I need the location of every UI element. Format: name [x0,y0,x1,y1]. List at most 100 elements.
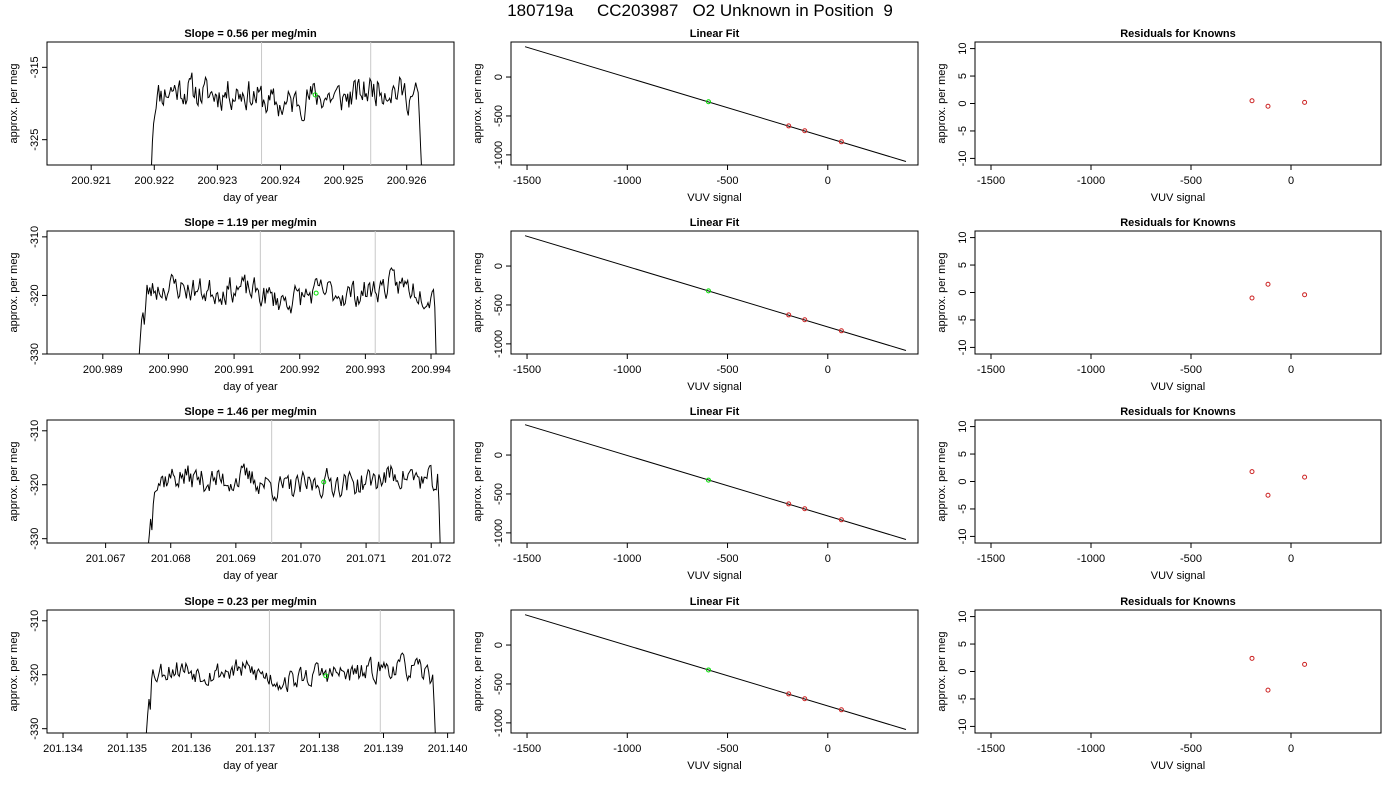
plot-frame [510,419,919,544]
known-point [786,691,792,697]
x-tick-label: 201.069 [216,553,256,565]
y-tick-label: -1000 [493,709,505,737]
x-tick-label: 0 [1288,175,1294,187]
y-tick-label: -5 [957,126,969,136]
y-tick-label: -500 [493,483,505,505]
y-axis-label: approx. per meg [472,441,484,521]
x-tick-label: -500 [717,743,739,755]
panel-title: Slope = 1.19 per meg/min [184,217,317,229]
y-tick-label: -1000 [493,519,505,547]
known-point [838,517,844,523]
y-tick-label: -325 [29,129,41,151]
y-tick-label: 0 [957,668,969,674]
x-tick-label: -500 [717,553,739,565]
x-axis-label: VUV signal [1151,381,1205,393]
panel-r3c3: Residuals for Knowns -1500 -1000 -500 0 VUV s… [936,406,1382,582]
x-axis-label: VUV signal [687,381,741,393]
x-tick-label: -1500 [977,364,1005,376]
plot-area [151,42,422,165]
x-tick-label: 0 [1288,743,1294,755]
known-point [838,328,844,334]
fit-line [524,614,907,730]
plot-frame [974,609,1382,734]
y-tick-label: -10 [957,150,969,166]
signal-trace [145,652,436,733]
fit-line [524,424,907,540]
x-tick-label: 200.921 [71,175,111,187]
unknown-point [313,290,319,296]
y-axis: -1000 -500 0 [493,642,511,737]
x-axis: 200.989 200.990 200.991 200.992 200.993 200.9… [83,354,451,376]
y-tick-label: 0 [493,452,505,458]
y-axis-label: approx. per meg [8,441,20,521]
panel-r4c2: Linear Fit -1500 -1000 -500 0 VUV signal -1000… [472,596,919,772]
y-tick-label: 0 [957,289,969,295]
known-point [786,123,792,129]
known-point [1249,98,1255,104]
known-point [1265,492,1271,498]
known-point [802,696,808,702]
plot-frame [974,230,1382,355]
y-tick-label: 0 [493,642,505,648]
panel-title: Linear Fit [690,596,740,608]
known-point [1249,655,1255,661]
x-tick-label: -1000 [1077,364,1105,376]
y-tick-label: 10 [957,420,969,432]
x-tick-label: 0 [825,364,831,376]
x-tick-label: 200.926 [387,175,427,187]
x-tick-label: -1500 [977,175,1005,187]
y-axis-label: approx. per meg [8,631,20,711]
y-tick-label: -5 [957,315,969,325]
panel-r2c1: Slope = 1.19 per meg/min 200.989 200.990 20… [8,217,455,393]
known-point [1302,292,1308,298]
known-point [1265,103,1271,109]
x-tick-label: 0 [1288,364,1294,376]
y-axis: -330 -320 -310 [29,420,47,550]
x-axis-label: VUV signal [1151,570,1205,582]
page-title: 180719a CC203987 O2 Unknown in Position … [507,1,893,20]
plot-area [1249,655,1308,693]
x-tick-label: -1000 [1077,175,1105,187]
x-tick-label: -500 [1180,553,1202,565]
plot-area [524,614,907,730]
panel-r4c3: Residuals for Knowns -1500 -1000 -500 0 VUV s… [936,596,1382,772]
x-tick-label: -1500 [513,364,541,376]
known-point [1302,99,1308,105]
x-axis: -1500 -1000 -500 0 [513,733,831,755]
x-tick-label: -1500 [977,553,1005,565]
y-tick-label: -1000 [493,141,505,169]
plot-frame [510,230,919,355]
plot-area [1249,281,1308,301]
x-tick-label: 201.138 [300,743,340,755]
y-tick-label: -330 [29,528,41,550]
plot-frame [46,230,455,355]
known-point [802,506,808,512]
x-axis-label: day of year [223,381,278,393]
x-tick-label: 201.139 [364,743,404,755]
y-axis-label: approx. per meg [936,252,948,332]
y-tick-label: -1000 [493,330,505,358]
known-point [1249,295,1255,301]
x-tick-label: 0 [825,553,831,565]
fit-line [524,235,907,351]
y-tick-label: -10 [957,718,969,734]
unknown-point [312,92,318,98]
x-tick-label: -1000 [613,175,641,187]
y-tick-label: 5 [957,451,969,457]
y-axis: -10 -5 0 5 10 [957,420,975,544]
x-tick-label: 200.994 [411,364,451,376]
x-tick-label: 201.134 [43,743,83,755]
x-axis-label: VUV signal [687,570,741,582]
x-tick-label: 200.925 [324,175,364,187]
y-axis: -330 -320 -310 [29,610,47,740]
panel-r2c2: Linear Fit -1500 -1000 -500 0 VUV signal -1000… [472,217,919,393]
x-axis-label: day of year [223,760,278,772]
plot-frame [974,41,1382,166]
y-tick-label: 5 [957,641,969,647]
unknown-point [705,477,711,483]
y-axis: -10 -5 0 5 10 [957,610,975,734]
x-axis: 200.921 200.922 200.923 200.924 200.925 200.9… [71,165,427,187]
known-point [838,707,844,713]
